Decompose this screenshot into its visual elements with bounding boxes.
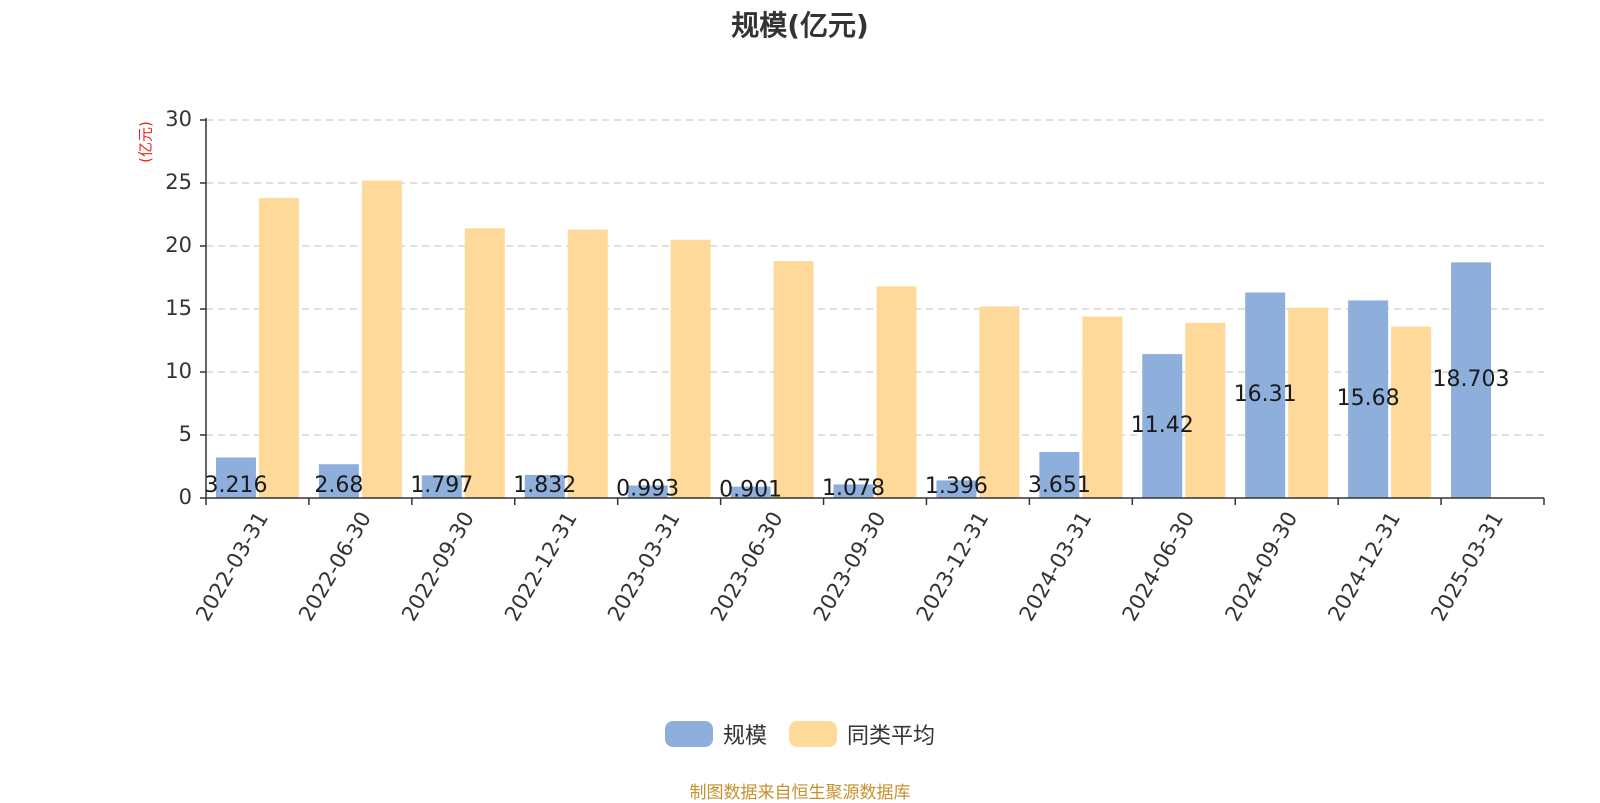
bar-scale[interactable] xyxy=(1245,292,1286,498)
data-label-scale: 15.68 xyxy=(1337,386,1400,411)
bar-peer-average[interactable] xyxy=(258,198,299,498)
data-label-scale: 1.832 xyxy=(513,473,576,498)
legend: 规模 同类平均 xyxy=(0,718,1600,750)
y-tick-label: 10 xyxy=(165,359,192,383)
x-tick-label: 2024-12-31 xyxy=(1323,508,1405,626)
legend-label-peer-average: 同类平均 xyxy=(847,724,936,749)
x-tick-label: 2022-09-30 xyxy=(397,508,479,626)
x-tick-label: 2024-03-31 xyxy=(1015,508,1097,626)
legend-item-scale[interactable]: 规模 xyxy=(664,718,767,750)
data-label-scale: 18.703 xyxy=(1433,367,1510,392)
x-tick-label: 2022-12-31 xyxy=(500,508,582,626)
bar-peer-average[interactable] xyxy=(876,286,917,498)
source-note: 制图数据来自恒生聚源数据库 xyxy=(689,783,911,803)
bar-peer-average[interactable] xyxy=(979,306,1020,498)
bar-peer-average[interactable] xyxy=(1082,316,1123,498)
y-tick-label: 5 xyxy=(179,422,192,446)
bar-scale[interactable] xyxy=(833,484,874,498)
bar-scale[interactable] xyxy=(1451,262,1492,498)
bar-peer-average[interactable] xyxy=(361,180,402,499)
x-tick-label: 2023-06-30 xyxy=(706,508,788,626)
data-label-scale: 1.078 xyxy=(822,476,885,501)
bar-scale[interactable] xyxy=(730,486,771,498)
x-tick-label: 2023-12-31 xyxy=(912,508,994,626)
x-tick-label: 2024-06-30 xyxy=(1117,508,1199,626)
bar-peer-average[interactable] xyxy=(1288,307,1329,498)
x-tick-label: 2022-03-31 xyxy=(191,508,273,626)
y-tick-label: 20 xyxy=(165,233,192,257)
x-tick-label: 2024-09-30 xyxy=(1220,508,1302,626)
data-label-scale: 1.797 xyxy=(410,473,473,498)
legend-item-peer-average[interactable]: 同类平均 xyxy=(789,718,935,750)
bar-scale[interactable] xyxy=(1039,451,1080,498)
data-label-scale: 1.396 xyxy=(925,474,988,499)
gridlines xyxy=(206,119,1544,436)
legend-swatch-scale xyxy=(664,721,713,747)
x-tick-label: 2025-03-31 xyxy=(1426,508,1508,626)
bar-peer-average[interactable] xyxy=(1391,326,1432,498)
data-labels: 3.216 2.68 1.797 1.832 0.993 0.901 1.078 1.396 3… xyxy=(204,367,1509,502)
data-label-scale: 11.42 xyxy=(1131,413,1194,438)
y-tick-label: 0 xyxy=(179,485,192,509)
chart-title: 规模(亿元) xyxy=(731,9,869,42)
y-tick-label: 30 xyxy=(165,107,192,131)
bar-peer-average[interactable] xyxy=(773,261,814,498)
data-label-scale: 3.651 xyxy=(1028,473,1091,498)
x-tick-label: 2022-06-30 xyxy=(294,508,376,626)
y-axis-title: (亿元) xyxy=(137,121,155,163)
bar-peer-average[interactable] xyxy=(567,229,608,498)
data-label-scale: 0.993 xyxy=(616,477,679,502)
bar-peer-average[interactable] xyxy=(464,228,505,499)
x-tick-label: 2023-09-30 xyxy=(809,508,891,626)
bar-scale[interactable] xyxy=(524,474,565,498)
bar-peer-average[interactable] xyxy=(1185,322,1226,498)
bar-scale[interactable] xyxy=(421,475,462,498)
bar-peer-average[interactable] xyxy=(670,239,711,498)
data-label-scale: 0.901 xyxy=(719,477,782,502)
bar-scale[interactable] xyxy=(318,464,359,498)
bar-scale[interactable] xyxy=(1348,300,1389,498)
bar-scale[interactable] xyxy=(1142,354,1183,498)
data-label-scale: 16.31 xyxy=(1234,382,1297,407)
bar-scale[interactable] xyxy=(215,457,256,498)
y-tick-label: 15 xyxy=(165,296,192,320)
bar-scale[interactable] xyxy=(627,485,668,498)
legend-label-scale: 规模 xyxy=(722,724,767,749)
data-label-scale: 2.68 xyxy=(314,473,363,498)
x-tick-label: 2023-03-31 xyxy=(603,508,685,626)
bar-scale[interactable] xyxy=(936,480,977,498)
legend-swatch-peer-average xyxy=(789,721,837,747)
bars xyxy=(215,180,1492,499)
data-label-scale: 3.216 xyxy=(204,473,267,498)
y-tick-label: 25 xyxy=(165,170,192,194)
